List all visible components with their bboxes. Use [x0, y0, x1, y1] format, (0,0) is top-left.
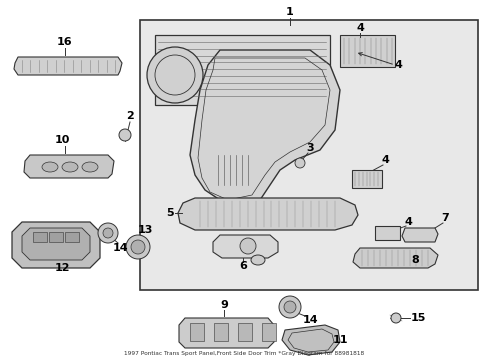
Text: 1997 Pontiac Trans Sport Panel,Front Side Door Trim *Gray Diagram for 88981818: 1997 Pontiac Trans Sport Panel,Front Sid… — [123, 351, 364, 356]
Text: 15: 15 — [409, 313, 425, 323]
Bar — [155, 35, 329, 105]
Bar — [351, 170, 381, 188]
Bar — [214, 323, 227, 341]
Bar — [262, 323, 275, 341]
Circle shape — [103, 228, 113, 238]
Ellipse shape — [250, 255, 264, 265]
Text: 4: 4 — [355, 23, 363, 33]
Ellipse shape — [82, 162, 98, 172]
Text: 5: 5 — [166, 208, 173, 218]
Polygon shape — [179, 318, 273, 348]
Polygon shape — [352, 248, 437, 268]
Circle shape — [279, 296, 301, 318]
Polygon shape — [178, 198, 357, 230]
Bar — [140, 20, 477, 290]
Polygon shape — [213, 235, 278, 258]
Text: 4: 4 — [380, 155, 388, 165]
Text: 12: 12 — [54, 263, 70, 273]
Circle shape — [98, 223, 118, 243]
Circle shape — [240, 238, 256, 254]
Text: 3: 3 — [305, 143, 313, 153]
Bar — [33, 232, 47, 242]
Bar — [374, 226, 399, 240]
Ellipse shape — [62, 162, 78, 172]
Circle shape — [284, 301, 295, 313]
Bar — [65, 232, 79, 242]
Polygon shape — [24, 155, 114, 178]
Text: 11: 11 — [331, 335, 347, 345]
Text: 10: 10 — [54, 135, 70, 145]
Circle shape — [131, 240, 145, 254]
Text: 4: 4 — [403, 217, 411, 227]
Polygon shape — [22, 228, 90, 260]
Ellipse shape — [42, 162, 58, 172]
Text: 8: 8 — [410, 255, 418, 265]
Polygon shape — [401, 228, 437, 242]
Polygon shape — [282, 325, 339, 355]
Text: 9: 9 — [220, 300, 227, 310]
Bar — [238, 323, 251, 341]
Bar — [339, 35, 394, 67]
Text: 6: 6 — [239, 261, 246, 271]
Polygon shape — [12, 222, 100, 268]
Circle shape — [294, 158, 305, 168]
Circle shape — [390, 313, 400, 323]
Text: 2: 2 — [126, 111, 134, 121]
Bar — [190, 323, 203, 341]
Text: 1: 1 — [285, 7, 293, 17]
Text: 4: 4 — [393, 60, 401, 70]
Circle shape — [126, 235, 150, 259]
Text: 14: 14 — [112, 243, 127, 253]
Text: 14: 14 — [302, 315, 317, 325]
Circle shape — [119, 129, 131, 141]
Text: 7: 7 — [440, 213, 448, 223]
Polygon shape — [14, 57, 122, 75]
Circle shape — [147, 47, 203, 103]
Text: 13: 13 — [137, 225, 152, 235]
Text: 16: 16 — [57, 37, 73, 47]
Polygon shape — [190, 50, 339, 205]
Bar — [49, 232, 63, 242]
